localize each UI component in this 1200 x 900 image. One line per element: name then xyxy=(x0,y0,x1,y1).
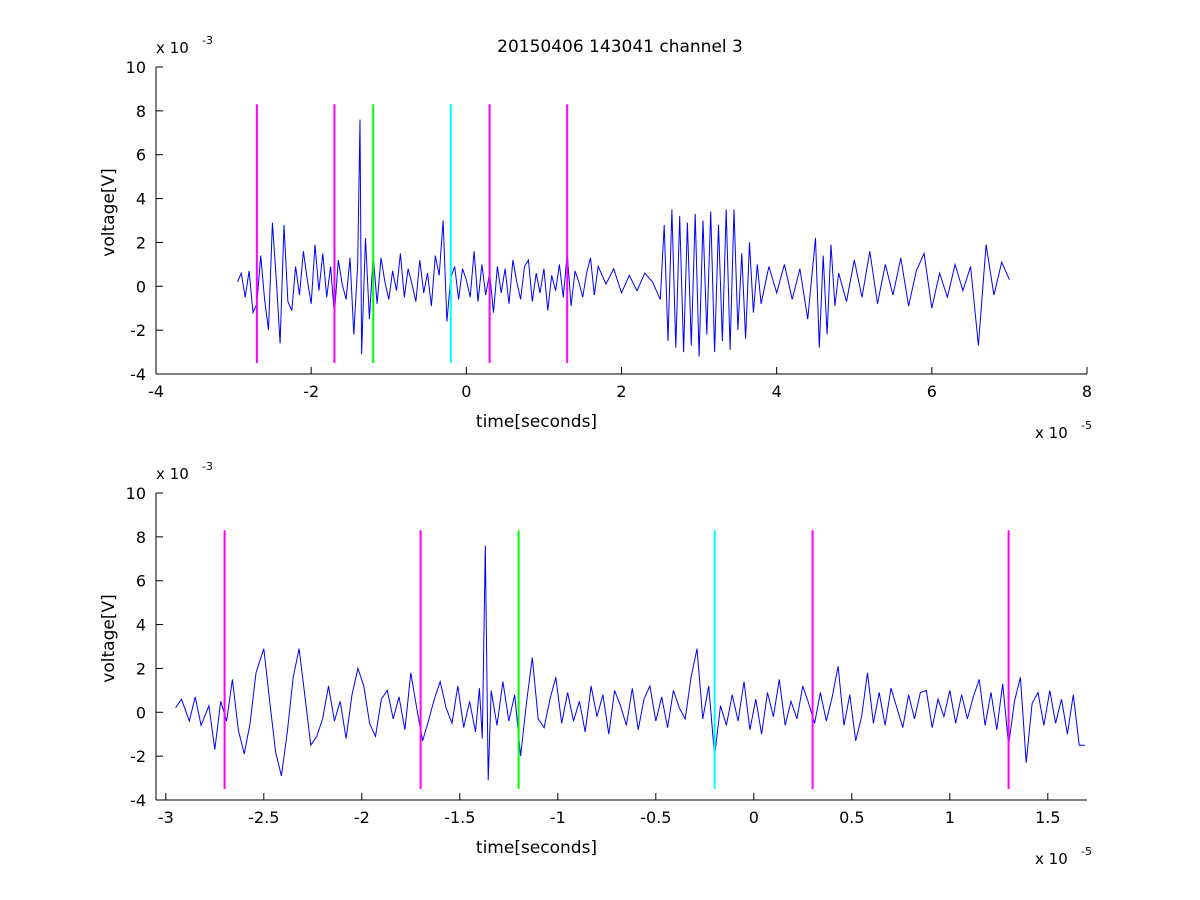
chart-0-x-tick-label: 2 xyxy=(616,382,626,401)
chart-1-x-tick-label: 1 xyxy=(945,808,955,827)
chart-0-y-axis-label: voltage[V] xyxy=(99,168,119,256)
chart-1-x-tick-label: -0.5 xyxy=(640,808,671,827)
chart-0-y-tick-label: 4 xyxy=(136,190,146,209)
chart-0-y-exponent: -3 xyxy=(202,34,213,47)
chart-0-y-tick-label: -2 xyxy=(130,321,146,340)
chart-1-y-tick-label: 10 xyxy=(126,484,146,503)
chart-1-x-tick-label: 0 xyxy=(749,808,759,827)
chart-0-y-exponent-base: x 10 xyxy=(156,39,189,57)
chart-0-y-tick-label: 0 xyxy=(136,277,146,296)
chart-1-x-tick-label: 0.5 xyxy=(839,808,864,827)
chart-1-y-axis-label: voltage[V] xyxy=(99,594,119,682)
chart-1-x-tick-label: -2.5 xyxy=(248,808,279,827)
chart-0-y-tick-label: 8 xyxy=(136,102,146,121)
chart-0-y-tick-label: -4 xyxy=(130,365,146,384)
chart-1-x-tick-label: -3 xyxy=(158,808,174,827)
chart-1-y-tick-label: 8 xyxy=(136,528,146,547)
chart-1-x-tick-label: -1.5 xyxy=(444,808,475,827)
chart-1-series-0-line xyxy=(175,545,1085,781)
chart-0-x-exponent: -5 xyxy=(1081,419,1092,432)
chart-1-x-tick-label: 1.5 xyxy=(1035,808,1060,827)
chart-1-y-tick-label: -4 xyxy=(130,791,146,810)
chart-0-x-tick-label: -2 xyxy=(303,382,319,401)
chart-1-y-tick-label: 6 xyxy=(136,572,146,591)
chart-1-y-tick-label: 0 xyxy=(136,703,146,722)
chart-0-x-tick-label: 4 xyxy=(772,382,782,401)
chart-0-y-tick-label: 6 xyxy=(136,146,146,165)
bottom-panel: -3 -2.5 -2 -1.5 -1 -0.5 0 0.5 1 1.5 -4 -2 0 2 4 6 8 10 tim… xyxy=(99,460,1092,868)
chart-0-series-0-line xyxy=(237,119,1010,357)
chart-1-y-tick-label: 4 xyxy=(136,616,146,635)
chart-1-x-tick-label: -1 xyxy=(550,808,566,827)
chart-0-x-tick-label: -4 xyxy=(148,382,164,401)
chart-0-y-tick-label: 10 xyxy=(126,58,146,77)
chart-0-x-axis-label: time[seconds] xyxy=(476,412,597,432)
chart-0-y-tick-label: 2 xyxy=(136,233,146,252)
chart-1-x-tick-label: -2 xyxy=(354,808,370,827)
figure-title: 20150406 143041 channel 3 xyxy=(497,37,743,57)
chart-1-y-tick-label: -2 xyxy=(130,747,146,766)
chart-0-x-exponent-base: x 10 xyxy=(1035,424,1068,442)
chart-1-y-exponent-base: x 10 xyxy=(156,465,189,483)
chart-1-y-tick-label: 2 xyxy=(136,659,146,678)
chart-1-y-exponent: -3 xyxy=(202,460,213,473)
chart-0-x-tick-label: 6 xyxy=(927,382,937,401)
chart-1-x-exponent-base: x 10 xyxy=(1035,850,1068,868)
chart-0-x-tick-label: 0 xyxy=(461,382,471,401)
chart-1-x-axis-label: time[seconds] xyxy=(476,838,597,858)
chart-1-x-exponent: -5 xyxy=(1081,845,1092,858)
top-panel: -4 -2 0 2 4 6 8 -4 -2 0 2 4 6 8 10 time[seconds] voltage… xyxy=(99,34,1092,442)
chart-0-x-tick-label: 8 xyxy=(1082,382,1092,401)
